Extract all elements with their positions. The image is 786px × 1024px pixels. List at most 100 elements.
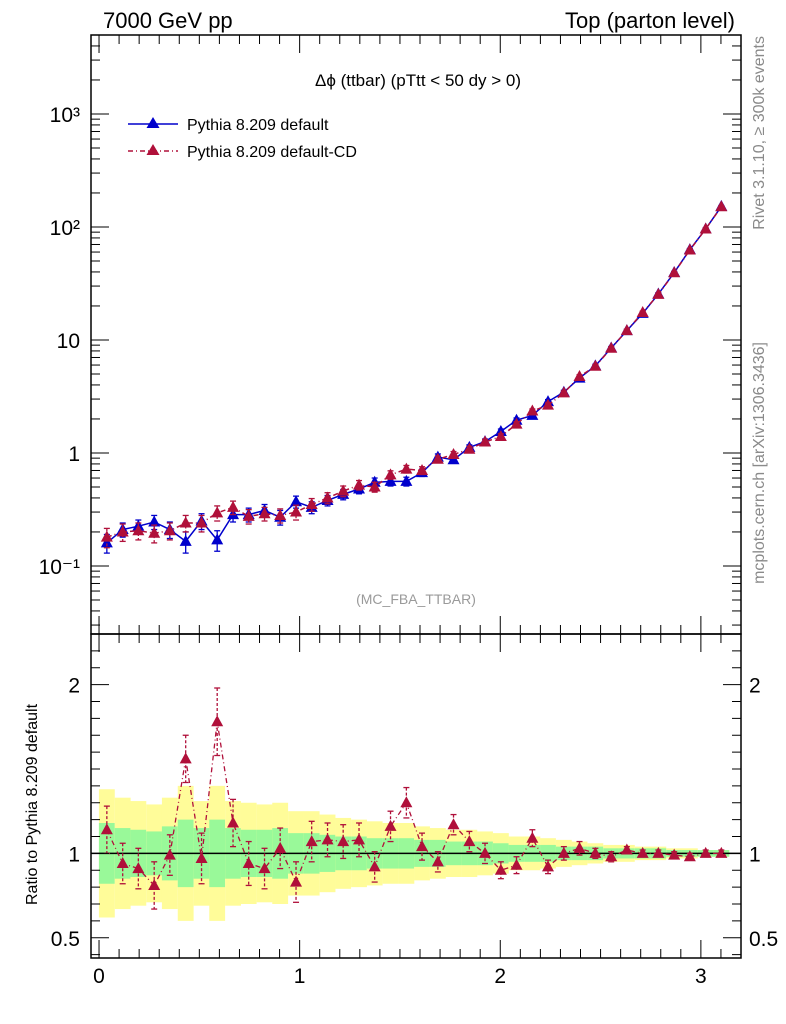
xtick-label: 1: [294, 965, 306, 988]
xtick-label: 0: [93, 965, 105, 988]
ratio-ytick-label: 0.5: [51, 928, 80, 951]
data-point-cd: [636, 306, 649, 318]
data-point-cd: [605, 341, 618, 353]
data-point-default: [148, 515, 161, 527]
series-line-cd: [106, 206, 722, 538]
data-point-default: [211, 533, 224, 545]
ratio-data-point: [195, 851, 208, 863]
data-point-cd: [258, 507, 271, 519]
data-point-cd: [400, 462, 413, 474]
ratio-data-point: [337, 835, 350, 847]
data-point-cd: [384, 468, 397, 480]
ratio-data-point: [384, 819, 397, 831]
ratio-panel-frame: [90, 633, 742, 959]
data-point-cd: [479, 435, 492, 447]
legend-marker-default: [146, 117, 160, 128]
ratio-ytick-label-right: 2: [749, 675, 761, 698]
ratio-data-point: [321, 833, 334, 845]
data-point-cd: [416, 463, 429, 475]
data-point-cd: [699, 222, 712, 234]
main-ytick-label: 10⁻¹: [39, 556, 80, 579]
ratio-data-point: [510, 858, 523, 870]
data-point-cd: [337, 484, 350, 496]
ratio-ytick-label: 1: [68, 843, 80, 866]
ratio-data-point: [668, 848, 681, 860]
data-point-default: [290, 495, 303, 507]
legend-label-cd: Pythia 8.209 default-CD: [187, 144, 357, 161]
ratio-data-point: [242, 857, 255, 868]
ratio-data-point: [605, 850, 618, 862]
xtick-label: 3: [695, 965, 707, 988]
ratio-data-point: [305, 835, 318, 847]
data-point-cd: [195, 516, 208, 528]
data-point-cd: [715, 200, 728, 212]
chart-title: Δϕ (ttbar) (pTtt < 50 dy > 0): [315, 71, 521, 90]
ratio-data-point: [274, 841, 287, 853]
data-point-cd: [353, 478, 366, 490]
main-ytick-label: 10²: [50, 217, 80, 240]
ratio-data-point: [447, 818, 460, 830]
ratio-data-point: [542, 860, 555, 872]
data-point-cd: [463, 442, 476, 454]
ratio-data-point: [636, 846, 649, 858]
data-point-default: [179, 534, 192, 546]
data-point-cd: [652, 287, 665, 299]
legend-marker-cd: [146, 144, 160, 155]
data-point-cd: [368, 480, 381, 492]
data-point-cd: [148, 526, 161, 538]
data-point-cd: [589, 359, 602, 371]
data-point-cd: [116, 525, 129, 537]
data-point-cd: [321, 491, 334, 503]
ratio-data-point: [573, 841, 586, 853]
ratio-data-point: [494, 863, 507, 875]
data-point-cd: [431, 452, 444, 464]
legend: Pythia 8.209 default Pythia 8.209 defaul…: [128, 117, 357, 161]
ratio-data-point: [526, 831, 539, 843]
data-point-cd: [557, 386, 570, 398]
data-point-cd: [132, 524, 145, 536]
data-point-cd: [242, 509, 255, 521]
ratio-data-point: [148, 878, 161, 890]
main-ytick-label: 10: [57, 330, 80, 353]
observable-label: Top (parton level): [565, 8, 735, 33]
ratio-ytick-label: 2: [68, 675, 80, 698]
rivet-label: Rivet 3.1.10, ≥ 300k events: [751, 36, 768, 230]
data-point-cd: [573, 370, 586, 382]
ratio-series-line: [106, 721, 722, 887]
data-point-cd: [683, 243, 696, 255]
series-line-default: [106, 206, 722, 544]
data-point-default: [100, 536, 113, 548]
analysis-watermark: (MC_FBA_TTBAR): [356, 591, 476, 607]
data-point-cd: [494, 429, 507, 441]
ratio-data-point: [683, 850, 696, 862]
data-point-cd: [211, 506, 224, 518]
mcplots-label: mcplots.cern.ch [arXiv:1306.3436]: [751, 342, 768, 584]
ratio-data-point: [557, 846, 570, 858]
ratio-data-point: [463, 835, 476, 847]
ratio-data-point: [100, 823, 113, 835]
ratio-data-point: [431, 855, 444, 867]
ratio-data-point: [479, 846, 492, 858]
data-point-cd: [510, 417, 523, 429]
ratio-data-point: [589, 846, 602, 858]
ratio-data-point: [620, 843, 633, 855]
data-point-cd: [526, 404, 539, 416]
data-point-cd: [179, 516, 192, 528]
ratio-panel: [91, 687, 741, 921]
ratio-data-point: [652, 846, 665, 858]
data-point-cd: [290, 505, 303, 517]
ratio-ylabel: Ratio to Pythia 8.209 default: [24, 703, 41, 905]
data-point-cd: [274, 508, 287, 520]
ratio-data-point: [132, 862, 145, 874]
main-ytick-label: 1: [68, 443, 80, 466]
ratio-data-point: [258, 862, 271, 874]
ratio-data-point: [227, 816, 240, 828]
ratio-ytick-label-right: 1: [749, 843, 761, 866]
main-series-layer: [100, 199, 728, 554]
ratio-data-point: [211, 715, 224, 727]
ratio-data-point: [400, 796, 413, 808]
data-point-cd: [305, 497, 318, 509]
ratio-data-point: [179, 752, 192, 764]
data-point-default: [400, 474, 413, 486]
